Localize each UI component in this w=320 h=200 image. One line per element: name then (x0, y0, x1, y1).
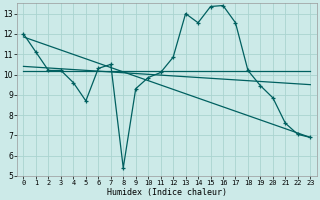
X-axis label: Humidex (Indice chaleur): Humidex (Indice chaleur) (107, 188, 227, 197)
